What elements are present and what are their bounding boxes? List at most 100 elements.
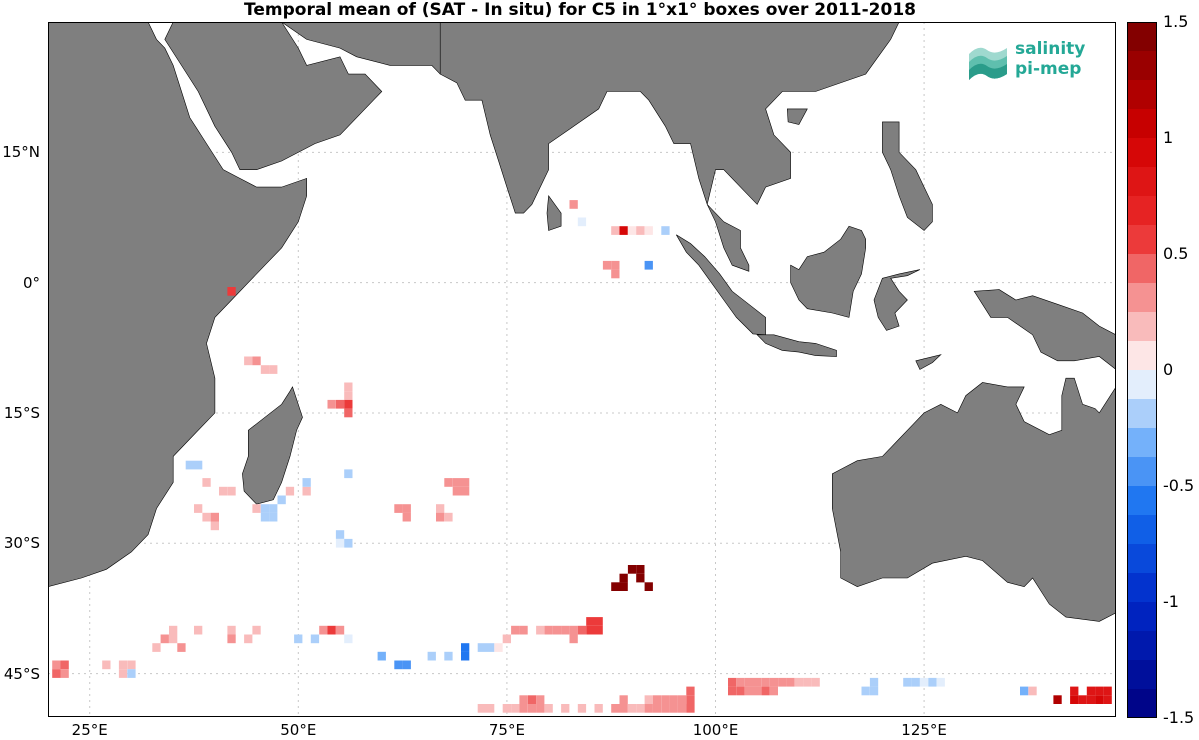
colorbar-level: [1127, 515, 1157, 545]
borneo-landmass: [790, 225, 866, 318]
data-cell: [1078, 695, 1087, 704]
data-cell: [686, 686, 695, 696]
data-cell: [344, 382, 353, 392]
sumatra-landmass: [676, 234, 766, 336]
data-cell: [736, 686, 745, 696]
data-cell: [636, 565, 645, 574]
data-cell: [335, 399, 345, 409]
data-cell: [202, 512, 211, 522]
salinity-pi-mep-logo: salinity pi-mep: [965, 40, 1095, 88]
data-cell: [52, 669, 61, 678]
data-cell: [1086, 695, 1096, 704]
data-cell: [194, 460, 203, 470]
colorbar-level: [1127, 22, 1157, 52]
data-cell: [552, 625, 562, 635]
data-cell: [210, 512, 219, 522]
data-cell: [586, 617, 595, 626]
data-cell: [260, 365, 270, 374]
data-cell: [210, 521, 219, 531]
data-cell: [869, 677, 879, 687]
data-cell: [669, 704, 678, 713]
colorbar-tick-label: 1: [1163, 128, 1174, 147]
longitude-tick-label: 50°E: [280, 721, 317, 739]
data-cell: [477, 643, 486, 652]
data-cell: [344, 408, 353, 418]
data-cell: [52, 660, 61, 670]
data-cell: [644, 695, 653, 704]
latitude-tick-label: 45°S: [3, 664, 40, 683]
data-cell: [402, 512, 411, 522]
data-cell: [227, 287, 236, 296]
africa-landmass: [48, 22, 307, 588]
data-cell: [577, 217, 587, 227]
data-cell: [619, 226, 628, 235]
data-cell: [302, 478, 311, 487]
data-cell: [919, 677, 929, 687]
data-cell: [811, 677, 820, 687]
data-cell: [803, 677, 812, 687]
data-cell: [869, 686, 879, 696]
data-cell: [1053, 695, 1062, 704]
data-cell: [569, 200, 578, 209]
data-cell: [260, 512, 270, 522]
data-cell: [461, 486, 470, 496]
data-cell: [577, 704, 587, 713]
colorbar-tick-label: -1.5: [1163, 708, 1195, 727]
data-cell: [936, 677, 945, 687]
india-landmass: [439, 22, 900, 214]
colorbar-level: [1127, 486, 1157, 516]
colorbar-level: [1127, 428, 1157, 458]
data-cell: [636, 704, 645, 713]
data-cell: [511, 704, 520, 713]
latitude-tick-label: 15°N: [2, 143, 40, 162]
srilanka-landmass: [546, 194, 562, 231]
data-cell: [461, 478, 470, 487]
colorbar-tick-label: 1.5: [1163, 12, 1189, 31]
colorbar-frame: [1127, 22, 1157, 718]
colorbar-level: [1127, 631, 1157, 661]
colorbar-level: [1127, 660, 1157, 690]
data-cell: [169, 625, 178, 635]
data-cell: [344, 391, 353, 400]
data-cell: [177, 643, 186, 652]
data-cell: [244, 356, 253, 366]
data-cell: [260, 504, 270, 513]
data-cell: [302, 486, 311, 496]
data-cell: [427, 651, 436, 661]
data-cell: [452, 478, 461, 487]
data-cell: [277, 495, 286, 505]
colorbar-level: [1127, 573, 1157, 603]
colorbar-level: [1127, 51, 1157, 81]
philippines-landmass: [882, 121, 933, 231]
data-cell: [619, 704, 628, 713]
data-cell: [669, 695, 678, 704]
longitude-tick-label: 100°E: [692, 721, 739, 739]
data-cell: [60, 660, 69, 670]
data-cell: [152, 643, 161, 652]
data-cell: [269, 512, 278, 522]
latitude-tick-label: 15°S: [3, 403, 40, 422]
data-cell: [627, 226, 637, 235]
chart-title: Temporal mean of (SAT - In situ) for C5 …: [244, 0, 916, 20]
colorbar-level: [1127, 370, 1157, 400]
data-cell: [452, 486, 461, 496]
data-cell: [661, 704, 670, 713]
data-cell: [219, 486, 228, 496]
data-cell: [611, 582, 620, 591]
data-cell: [502, 634, 511, 644]
madagascar-landmass: [242, 386, 303, 505]
data-cell: [561, 704, 570, 713]
data-cell: [511, 625, 520, 635]
data-cell: [561, 625, 570, 635]
colorbar-level: [1127, 196, 1157, 226]
colorbar-levels: [1127, 22, 1157, 718]
data-cell: [444, 478, 453, 487]
data-cell: [928, 677, 937, 687]
logo-text-line1: salinity: [1015, 39, 1086, 59]
data-cell: [594, 617, 603, 626]
data-cell: [1086, 686, 1096, 696]
data-cell: [644, 704, 653, 713]
data-cell: [227, 486, 236, 496]
data-cell: [519, 625, 528, 635]
map-frame: [48, 22, 1116, 717]
